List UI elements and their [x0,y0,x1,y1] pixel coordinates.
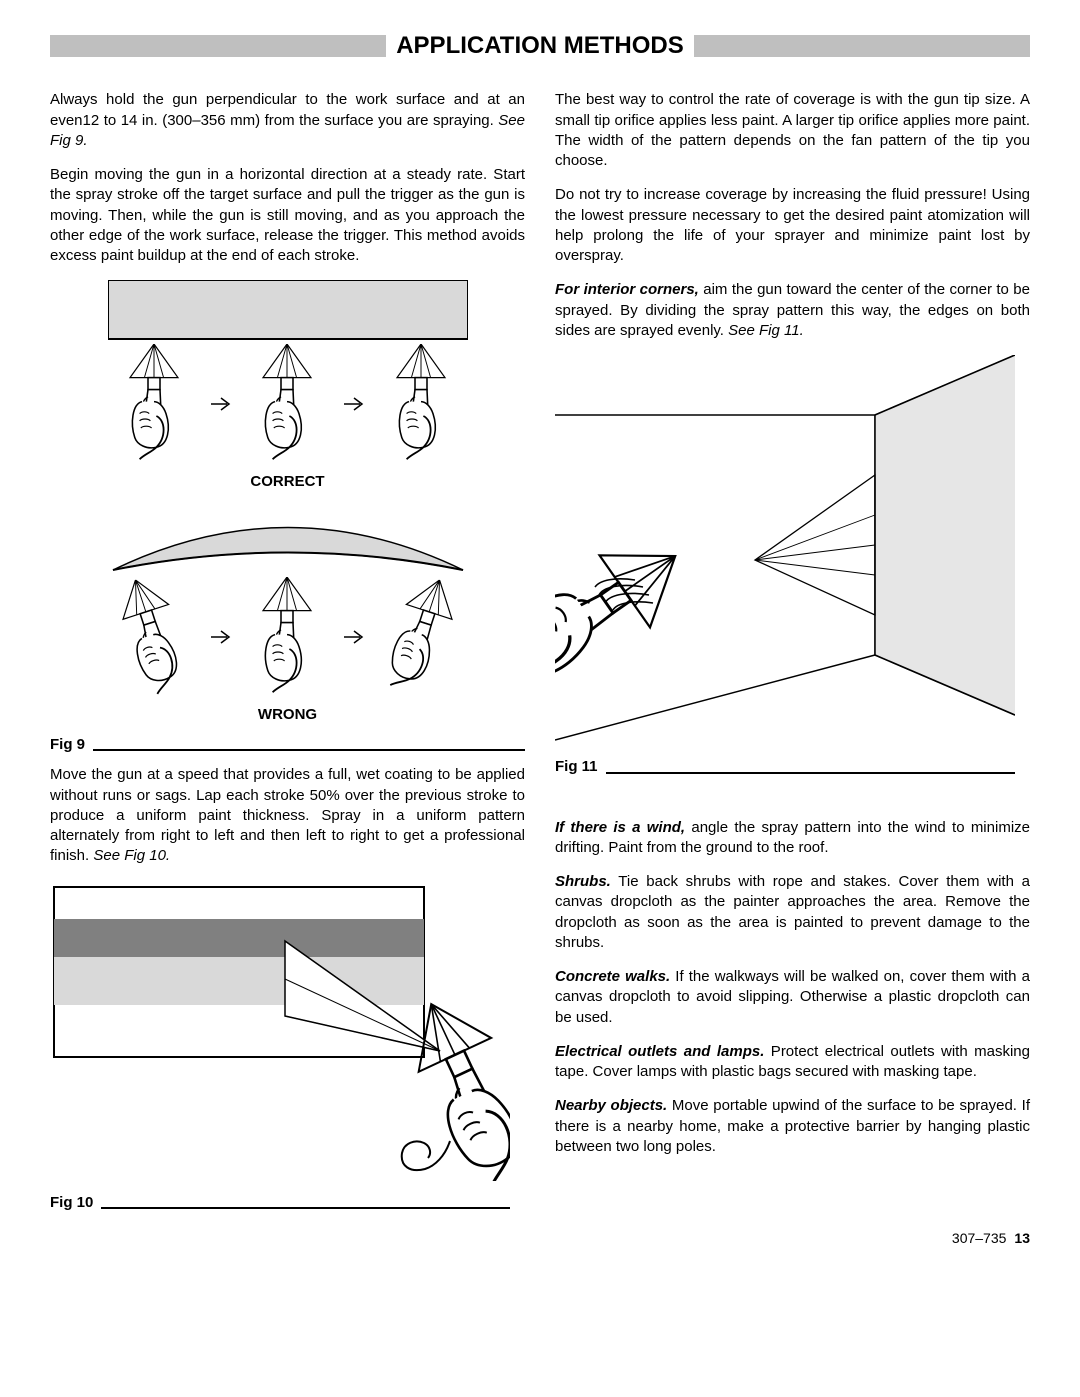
page-title: APPLICATION METHODS [386,30,694,62]
fig9-label: Fig 9 [50,735,85,755]
spray-gun-icon [364,567,477,706]
figure-10: Fig 10 [50,881,510,1214]
title-bar: APPLICATION METHODS [50,30,1030,62]
arrow-right-icon [208,627,234,647]
para-hold-gun: Always hold the gun perpendicular to the… [50,90,525,151]
fig11-illustration [555,355,1015,745]
para-begin-moving: Begin moving the gun in a horizontal dir… [50,165,525,266]
para-tip-size: The best way to control the rate of cove… [555,90,1030,171]
para-pressure: Do not try to increase coverage by incre… [555,185,1030,266]
lead-wind: If there is a wind, [555,819,685,836]
spray-gun-icon [247,344,327,464]
lead-electrical: Electrical outlets and lamps. [555,1043,764,1060]
doc-number: 307–735 [952,1229,1007,1248]
right-column: The best way to control the rate of cove… [555,90,1030,1223]
text: Tie back shrubs with rope and stakes. Co… [555,873,1030,951]
para-shrubs: Shrubs. Tie back shrubs with rope and st… [555,872,1030,953]
fig9-correct-band [108,280,468,338]
lead-interior-corners: For interior corners, [555,281,699,298]
figure-9-wrong: WRONG Fig 9 [50,505,525,756]
title-bar-left [50,35,386,57]
fig9-wrong-label: WRONG [50,705,525,725]
para-wind: If there is a wind, angle the spray patt… [555,818,1030,859]
fig10-illustration [50,881,510,1181]
para-interior-corners: For interior corners, aim the gun toward… [555,280,1030,341]
arrow-right-icon [341,627,367,647]
spray-gun-icon [247,577,327,697]
text: Always hold the gun perpendicular to the… [50,91,525,128]
content-columns: Always hold the gun perpendicular to the… [50,90,1030,1223]
see-fig-10: See Fig 10. [93,847,170,864]
fig11-label: Fig 11 [555,757,598,777]
lead-concrete: Concrete walks. [555,968,670,985]
lead-nearby: Nearby objects. [555,1097,667,1114]
para-electrical: Electrical outlets and lamps. Protect el… [555,1042,1030,1083]
para-nearby: Nearby objects. Move portable upwind of … [555,1096,1030,1157]
figure-9-correct: CORRECT [50,280,525,492]
lead-shrubs: Shrubs. [555,873,611,890]
spray-gun-icon [98,567,211,706]
para-move-gun: Move the gun at a speed that provides a … [50,765,525,866]
arrow-right-icon [341,394,367,414]
fig9-correct-label: CORRECT [50,472,525,492]
see-fig-11: See Fig 11. [728,322,804,339]
para-concrete: Concrete walks. If the walkways will be … [555,967,1030,1028]
title-bar-right [694,35,1030,57]
page-footer: 307–735 13 [50,1229,1030,1248]
spray-gun-icon [114,344,194,464]
fig9-wrong-arc [108,505,468,575]
figure-11: Fig 11 [555,355,1015,778]
left-column: Always hold the gun perpendicular to the… [50,90,525,1223]
page-number: 13 [1014,1229,1030,1248]
arrow-right-icon [208,394,234,414]
fig10-label: Fig 10 [50,1193,93,1213]
spray-gun-icon [381,344,461,464]
